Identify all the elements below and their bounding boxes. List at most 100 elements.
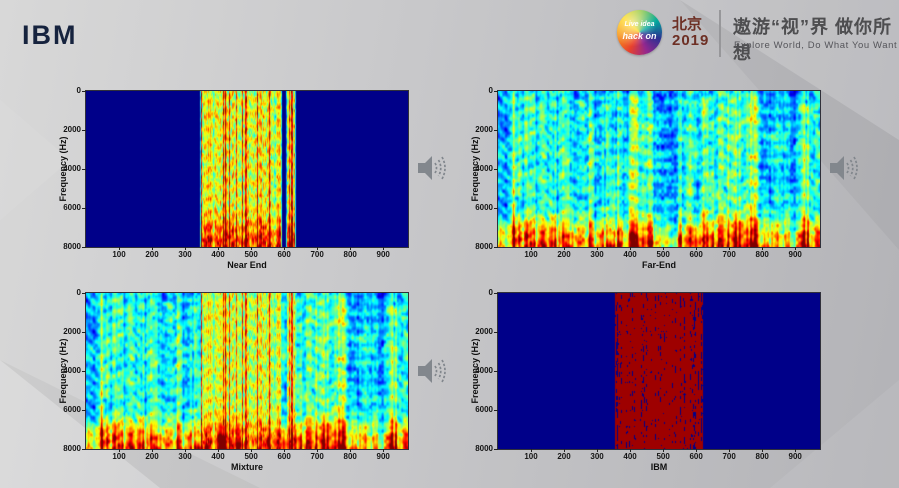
- x-tick-mark: [729, 449, 731, 452]
- y-tick-mark: [494, 247, 498, 248]
- y-tick-label: 6000: [475, 405, 493, 414]
- x-tick-mark: [762, 247, 764, 250]
- x-tick-label: 600: [689, 250, 703, 259]
- spectrogram-plot-near-end: Near End Frequency (Hz) 100 200 300 400 500 6…: [58, 86, 409, 270]
- x-tick-label: 500: [244, 250, 258, 259]
- y-tick-mark: [82, 130, 86, 131]
- x-axis-label: Near End: [227, 260, 267, 270]
- x-tick-label: 300: [178, 452, 192, 461]
- x-tick-label: 600: [277, 250, 291, 259]
- x-tick-label: 800: [755, 250, 769, 259]
- y-tick-label: 8000: [475, 444, 493, 453]
- x-tick-mark: [350, 449, 352, 452]
- y-tick-mark: [494, 91, 498, 92]
- y-tick-mark: [494, 449, 498, 450]
- y-tick-label: 6000: [475, 203, 493, 212]
- x-tick-label: 900: [376, 250, 390, 259]
- x-tick-label: 900: [788, 452, 802, 461]
- y-tick-mark: [494, 208, 498, 209]
- y-tick-mark: [82, 91, 86, 92]
- y-tick-label: 2000: [475, 327, 493, 336]
- x-tick-label: 300: [178, 250, 192, 259]
- y-tick-label: 6000: [63, 203, 81, 212]
- y-tick-mark: [494, 130, 498, 131]
- x-tick-mark: [251, 247, 253, 250]
- spectrogram-plot-mixture: Mixture Frequency (Hz) 100 200 300 400 500 60…: [58, 288, 409, 472]
- x-tick-mark: [630, 449, 632, 452]
- y-tick-mark: [494, 371, 498, 372]
- speaker-icon-near-end[interactable]: [416, 153, 450, 183]
- x-tick-mark: [795, 449, 797, 452]
- y-tick-label: 2000: [63, 327, 81, 336]
- x-tick-mark: [795, 247, 797, 250]
- y-tick-mark: [82, 208, 86, 209]
- x-tick-label: 200: [145, 452, 159, 461]
- x-tick-mark: [597, 449, 599, 452]
- y-tick-mark: [82, 293, 86, 294]
- x-tick-label: 400: [623, 452, 637, 461]
- x-tick-mark: [762, 449, 764, 452]
- x-tick-mark: [152, 247, 154, 250]
- speaker-icon-far-end[interactable]: [828, 153, 862, 183]
- x-tick-mark: [630, 247, 632, 250]
- y-tick-label: 8000: [63, 242, 81, 251]
- x-tick-label: 600: [689, 452, 703, 461]
- x-tick-mark: [663, 449, 665, 452]
- x-tick-label: 400: [211, 250, 225, 259]
- x-tick-mark: [696, 247, 698, 250]
- x-tick-mark: [284, 247, 286, 250]
- x-tick-mark: [119, 449, 121, 452]
- y-tick-label: 2000: [475, 125, 493, 134]
- event-year: 2019: [672, 32, 710, 49]
- spectrogram-plot-ibm-mask: IBM Frequency (Hz) 100 200 300 400 500 600 700…: [470, 288, 821, 472]
- x-tick-mark: [185, 449, 187, 452]
- spectrogram-canvas-ibm-mask: [498, 293, 820, 449]
- x-tick-mark: [317, 449, 319, 452]
- spectrogram-canvas-near-end: [86, 91, 408, 247]
- ibm-logo: IBM: [22, 20, 78, 50]
- y-tick-mark: [82, 371, 86, 372]
- x-tick-label: 800: [343, 250, 357, 259]
- y-tick-mark: [494, 410, 498, 411]
- x-tick-mark: [251, 449, 253, 452]
- speaker-icon-mixture[interactable]: [416, 356, 450, 386]
- y-tick-mark: [82, 169, 86, 170]
- event-logo-line1: Live idea: [624, 21, 655, 28]
- x-tick-label: 700: [722, 452, 736, 461]
- x-tick-mark: [383, 247, 385, 250]
- event-city: 北京: [672, 16, 703, 33]
- event-logo: Live idea hack on: [617, 10, 662, 55]
- y-tick-mark: [494, 169, 498, 170]
- x-tick-mark: [383, 449, 385, 452]
- y-tick-label: 4000: [475, 366, 493, 375]
- y-tick-label: 8000: [63, 444, 81, 453]
- x-tick-mark: [531, 449, 533, 452]
- y-tick-label: 0: [488, 86, 493, 95]
- x-tick-mark: [218, 449, 220, 452]
- spectrogram-plot-far-end: Far-End Frequency (Hz) 100 200 300 400 500 60…: [470, 86, 821, 270]
- x-tick-label: 500: [244, 452, 258, 461]
- header-divider: [719, 10, 721, 57]
- y-tick-label: 4000: [63, 366, 81, 375]
- x-tick-label: 600: [277, 452, 291, 461]
- y-tick-label: 8000: [475, 242, 493, 251]
- y-tick-mark: [82, 332, 86, 333]
- y-tick-mark: [82, 410, 86, 411]
- x-tick-label: 700: [310, 452, 324, 461]
- y-tick-mark: [82, 449, 86, 450]
- slogan-english: Explore World, Do What You Want: [734, 40, 898, 51]
- x-tick-mark: [663, 247, 665, 250]
- y-tick-label: 0: [488, 288, 493, 297]
- y-tick-mark: [82, 247, 86, 248]
- x-tick-mark: [597, 247, 599, 250]
- x-tick-mark: [350, 247, 352, 250]
- x-tick-label: 100: [524, 452, 538, 461]
- x-tick-mark: [531, 247, 533, 250]
- y-tick-label: 0: [76, 288, 81, 297]
- event-logo-line2: hack on: [622, 31, 657, 41]
- x-tick-label: 300: [590, 452, 604, 461]
- x-tick-mark: [119, 247, 121, 250]
- spectrogram-canvas-mixture: [86, 293, 408, 449]
